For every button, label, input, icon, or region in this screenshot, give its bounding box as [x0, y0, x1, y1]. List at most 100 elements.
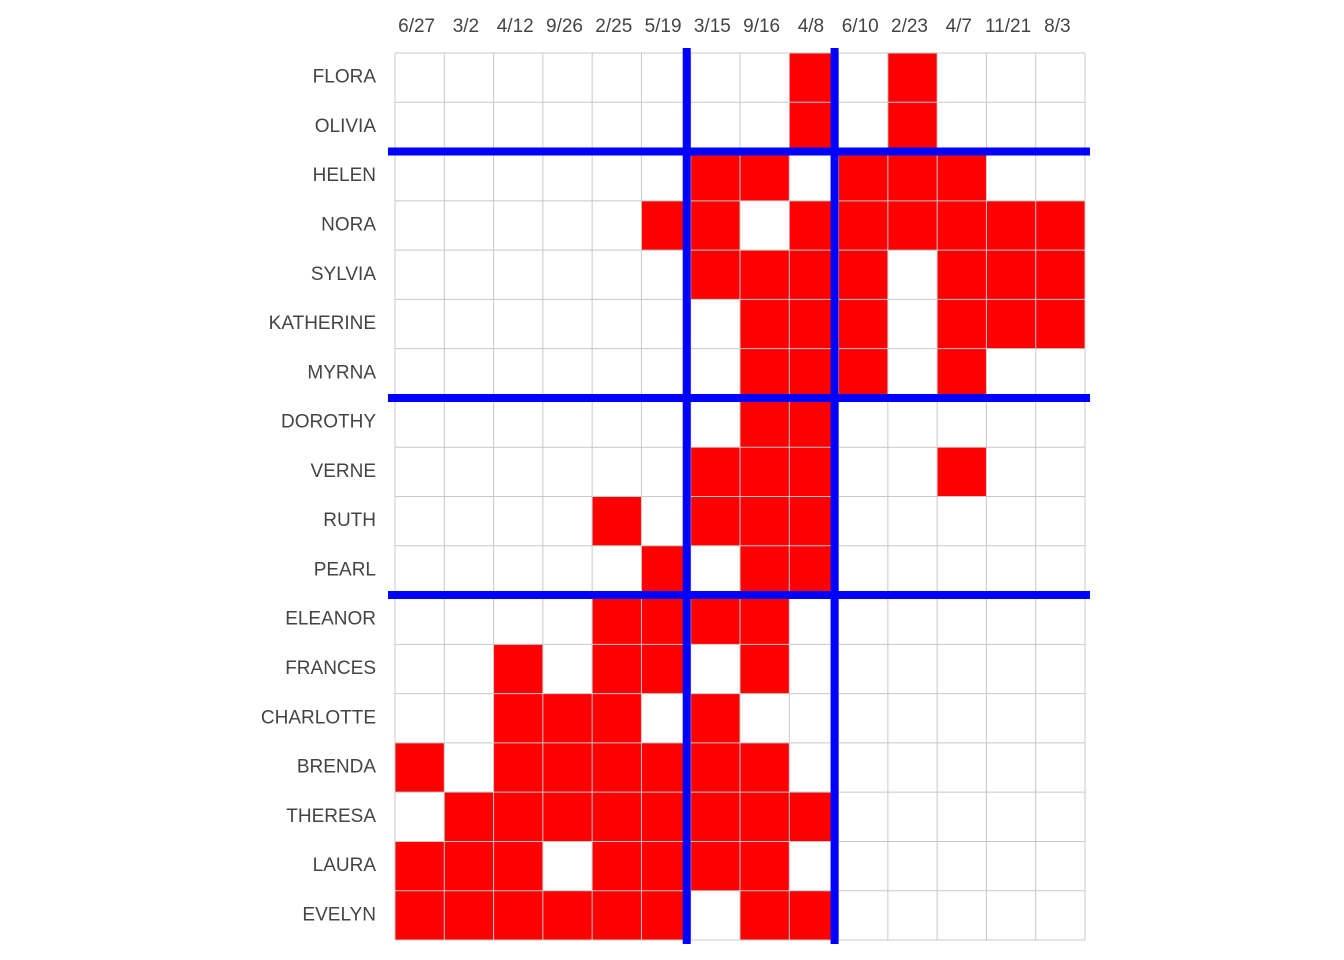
cell	[887, 644, 938, 694]
cell	[641, 200, 691, 251]
cell	[395, 447, 445, 497]
cell	[789, 151, 839, 201]
cell	[542, 447, 593, 497]
cell	[542, 151, 593, 201]
y-tick-label: CHARLOTTE	[261, 707, 376, 728]
cell	[542, 200, 593, 251]
cell	[444, 348, 494, 398]
cell	[1035, 841, 1085, 891]
cell	[986, 200, 1036, 251]
cell	[444, 693, 494, 743]
cell	[395, 53, 445, 103]
cell	[789, 53, 839, 103]
cell	[789, 102, 839, 152]
cell	[789, 447, 839, 497]
cell	[493, 53, 543, 103]
cell	[986, 250, 1036, 300]
cell	[887, 595, 938, 645]
cell	[740, 200, 790, 251]
cell	[542, 644, 593, 694]
y-tick-label: DOROTHY	[281, 412, 376, 433]
cell	[789, 841, 839, 891]
cell	[493, 299, 543, 349]
cell	[740, 742, 790, 793]
cell	[444, 841, 494, 891]
cell	[887, 447, 938, 497]
cell	[937, 693, 987, 743]
cell	[838, 496, 888, 546]
cell	[444, 742, 494, 793]
cell	[493, 742, 543, 793]
cell	[887, 792, 938, 842]
cell	[986, 841, 1036, 891]
cell	[641, 348, 691, 398]
cell	[592, 151, 642, 201]
y-tick-label: RUTH	[323, 510, 376, 531]
cell	[740, 397, 790, 448]
cell	[789, 200, 839, 251]
cell	[493, 447, 543, 497]
cell	[395, 742, 445, 793]
cell	[592, 644, 642, 694]
cell	[986, 151, 1036, 201]
cell	[493, 102, 543, 152]
cell	[986, 792, 1036, 842]
y-tick-label: KATHERINE	[269, 313, 376, 334]
cell	[789, 693, 839, 743]
cell	[986, 595, 1036, 645]
cell	[986, 102, 1036, 152]
cell	[887, 841, 938, 891]
cell	[740, 792, 790, 842]
cell	[592, 102, 642, 152]
cell	[740, 841, 790, 891]
cell	[838, 250, 888, 300]
cell	[542, 496, 593, 546]
cell	[690, 742, 740, 793]
cell	[838, 397, 888, 448]
cell	[690, 595, 740, 645]
cell	[690, 644, 740, 694]
y-tick-label: SYLVIA	[311, 264, 376, 285]
cell	[986, 447, 1036, 497]
cell	[641, 545, 691, 596]
cell	[838, 644, 888, 694]
cell	[789, 348, 839, 398]
cell	[395, 496, 445, 546]
cell	[641, 102, 691, 152]
cell	[444, 200, 494, 251]
cell	[444, 53, 494, 103]
y-tick-label: PEARL	[314, 559, 376, 580]
cell	[641, 250, 691, 300]
cell	[838, 693, 888, 743]
cell	[937, 496, 987, 546]
y-tick-label: FRANCES	[285, 658, 376, 679]
cell	[986, 890, 1036, 940]
cell	[542, 890, 593, 940]
cell	[690, 102, 740, 152]
cell	[493, 397, 543, 448]
cell	[937, 545, 987, 596]
cell	[395, 200, 445, 251]
cell	[1035, 447, 1085, 497]
cell	[838, 545, 888, 596]
cell	[690, 693, 740, 743]
cell	[493, 595, 543, 645]
cell	[937, 102, 987, 152]
cell	[444, 151, 494, 201]
cell	[1035, 693, 1085, 743]
cell	[395, 693, 445, 743]
cell	[789, 742, 839, 793]
cell	[838, 841, 888, 891]
cell	[986, 693, 1036, 743]
cell	[542, 348, 593, 398]
cell	[542, 792, 593, 842]
cell	[740, 447, 790, 497]
cell	[937, 151, 987, 201]
x-tick-label: 4/12	[497, 16, 534, 37]
cell	[1035, 250, 1085, 300]
cell	[789, 397, 839, 448]
cell	[592, 890, 642, 940]
cell	[937, 53, 987, 103]
cell	[937, 348, 987, 398]
